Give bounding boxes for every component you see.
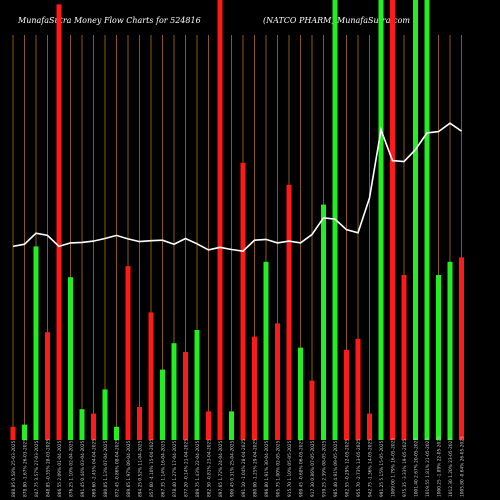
- x-tick-label-26: 909.45 -0.68% 06-05-2025: [299, 439, 305, 497]
- bar-16: [183, 352, 188, 440]
- x-tick-label-19: 897.65 1.72% 24-04-2025: [218, 440, 224, 497]
- bar-40: [459, 257, 464, 440]
- x-tick-label-4: 848.85 -0.35% 28-03-2025: [46, 439, 52, 497]
- x-tick-label-38: 1000.25 -1.89% 22-05-2025: [437, 436, 443, 497]
- bar-13: [148, 312, 154, 440]
- x-tick-label-22: 880.00 -1.25% 29-04-2025: [253, 439, 259, 497]
- bar-19: [217, 0, 223, 440]
- x-tick-label-11: 889.65 1.97% 09-04-2025: [126, 440, 132, 497]
- bar-12: [137, 407, 142, 440]
- x-tick-label-20: 900.45 0.31% 25-04-2025: [230, 440, 236, 497]
- x-tick-label-5: 866.55 2.09% 01-04-2025: [57, 440, 63, 497]
- x-tick-label-33: 991.25 5.15% 15-05-2025: [379, 440, 385, 497]
- x-tick-label-8: 869.60 -2.45% 04-04-2025: [92, 439, 98, 497]
- bar-24: [275, 323, 280, 440]
- x-tick-label-17: 889.75 1.43% 22-04-2025: [195, 440, 201, 497]
- x-tick-label-16: 877.20 -0.14% 21-04-2025: [184, 439, 190, 497]
- x-tick-label-29: 985.40 4.91% 09-05-2025: [333, 440, 339, 497]
- bar-1: [10, 426, 16, 440]
- bar-5: [56, 4, 62, 441]
- x-tick-label-3: 847.75 3.57% 27-03-2025: [34, 440, 40, 497]
- bar-37: [424, 0, 430, 440]
- bar-27: [309, 380, 315, 440]
- bar-3: [33, 246, 39, 440]
- x-tick-label-9: 880.05 1.13% 07-04-2025: [103, 440, 109, 497]
- bar-17: [194, 330, 200, 440]
- x-tick-label-30: 982.55 -0.29% 12-05-2025: [345, 439, 351, 497]
- bar-6: [68, 277, 73, 440]
- bar-38: [436, 275, 441, 440]
- bar-14: [160, 369, 165, 440]
- bar-7: [79, 409, 85, 440]
- x-tick-label-25: 915.70 1.10% 05-05-2025: [287, 440, 293, 497]
- bar-36: [413, 0, 418, 440]
- bar-34: [390, 0, 395, 440]
- x-tick-label-1: 888.85 0.58% 25-03-2025: [11, 440, 17, 497]
- x-tick-label-40: 1005.80 -0.64% 26-05-2025: [460, 436, 466, 497]
- x-tick-label-27: 917.30 0.86% 07-05-2025: [310, 440, 316, 497]
- bar-35: [401, 275, 407, 440]
- x-tick-label-28: 939.25 2.39% 08-05-2025: [322, 440, 328, 497]
- x-tick-label-32: 942.75 -1.36% 14-05-2025: [368, 439, 374, 497]
- x-tick-label-24: 905.75 1.00% 02-05-2025: [276, 440, 282, 497]
- bar-33: [378, 0, 384, 440]
- x-tick-label-13: 857.60 -4.10% 15-04-2025: [149, 439, 155, 497]
- x-tick-label-7: 891.45 0.44% 03-04-2025: [80, 440, 86, 497]
- bar-2: [22, 424, 27, 440]
- x-tick-label-2: 878.80 -1.67% 26-03-2025: [23, 439, 29, 497]
- x-tick-label-37: 1019.55 1.81% 21-05-2025: [425, 438, 431, 497]
- money-flow-line: [12, 122, 462, 253]
- bar-8: [91, 413, 96, 440]
- bar-32: [367, 413, 372, 440]
- x-tick-label-23: 896.80 1.91% 30-04-2025: [264, 440, 270, 497]
- x-tick-label-14: 867.35 1.14% 16-04-2025: [161, 440, 167, 497]
- bar-9: [102, 389, 108, 440]
- bar-4: [45, 332, 50, 440]
- bar-20: [229, 411, 234, 440]
- bar-31: [355, 338, 361, 440]
- x-tick-label-31: 955.70 -2.73% 13-05-2025: [356, 439, 362, 497]
- x-tick-label-21: 891.10 -1.04% 28-04-2025: [241, 439, 247, 497]
- bar-25: [286, 184, 292, 440]
- bar-30: [344, 349, 349, 440]
- bar-23: [263, 261, 269, 440]
- bar-21: [240, 162, 246, 441]
- x-tick-label-36: 1001.40 2.67% 20-05-2025: [414, 438, 420, 497]
- bar-11: [125, 266, 131, 440]
- x-tick-label-15: 878.40 1.27% 17-04-2025: [172, 440, 178, 497]
- bar-28: [321, 204, 326, 440]
- x-tick-label-35: 975.35 -3.33% 19-05-2025: [402, 439, 408, 497]
- x-tick-label-6: 876.25 1.10% 02-04-2025: [69, 440, 75, 497]
- chart-title-left: MunafaSutra Money Flow Charts for 524816: [18, 16, 201, 25]
- bar-22: [252, 336, 257, 440]
- x-tick-label-10: 872.45 -0.86% 08-04-2025: [115, 439, 121, 497]
- x-tick-label-39: 1012.30 1.20% 23-05-2025: [448, 438, 454, 497]
- bar-18: [206, 411, 211, 440]
- bar-10: [114, 426, 119, 440]
- x-tick-label-18: 882.50 -0.81% 23-04-2025: [207, 439, 213, 497]
- bar-26: [298, 347, 303, 440]
- bar-39: [447, 261, 453, 440]
- x-tick-label-12: 894.25 0.52% 11-04-2025: [138, 440, 144, 497]
- x-tick-label-34: 1009.00 1.79% 16-05-2025: [391, 438, 397, 497]
- bar-15: [171, 343, 177, 440]
